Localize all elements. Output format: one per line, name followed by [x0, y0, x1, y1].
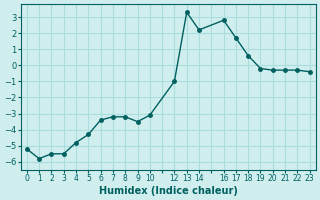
X-axis label: Humidex (Indice chaleur): Humidex (Indice chaleur): [99, 186, 238, 196]
